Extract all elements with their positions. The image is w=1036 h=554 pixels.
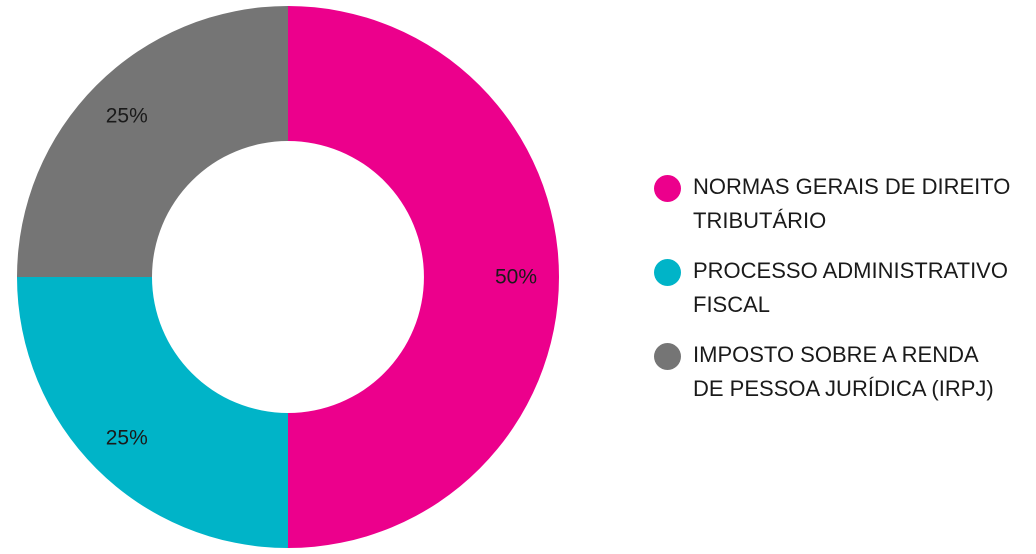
legend-label-line: TRIBUTÁRIO [693,208,827,233]
legend-label-line: FISCAL [693,292,771,317]
donut-slice-irpj[interactable] [17,6,288,277]
legend: NORMAS GERAIS DE DIREITO TRIBUTÁRIO PROC… [654,173,1029,425]
legend-label-normas-gerais: NORMAS GERAIS DE DIREITO TRIBUTÁRIO [693,170,1010,238]
legend-label-irpj: IMPOSTO SOBRE A RENDA DE PESSOA JURÍDICA… [693,338,994,406]
legend-label-line: PROCESSO ADMINISTRATIVO [693,258,1008,283]
legend-swatch-normas-gerais-icon [654,175,681,202]
donut-slice-processo-administrativo[interactable] [17,277,288,548]
legend-label-processo-administrativo: PROCESSO ADMINISTRATIVO FISCAL [693,254,1008,322]
legend-label-line: DE PESSOA JURÍDICA (IRPJ) [693,376,994,401]
legend-item-processo-administrativo[interactable]: PROCESSO ADMINISTRATIVO FISCAL [654,257,1029,322]
legend-swatch-irpj-icon [654,343,681,370]
legend-label-line: NORMAS GERAIS DE DIREITO [693,174,1011,199]
legend-item-irpj[interactable]: IMPOSTO SOBRE A RENDA DE PESSOA JURÍDICA… [654,341,1029,406]
data-label-irpj: 25% [106,104,148,127]
data-label-normas-gerais: 50% [495,266,537,289]
donut-slice-normas-gerais[interactable] [288,6,559,548]
legend-swatch-processo-administrativo-icon [654,259,681,286]
legend-item-normas-gerais[interactable]: NORMAS GERAIS DE DIREITO TRIBUTÁRIO [654,173,1029,238]
legend-label-line: IMPOSTO SOBRE A RENDA [693,342,979,367]
donut-chart: 50% 25% 25% [17,6,559,548]
data-label-processo-administrativo: 25% [106,427,148,450]
